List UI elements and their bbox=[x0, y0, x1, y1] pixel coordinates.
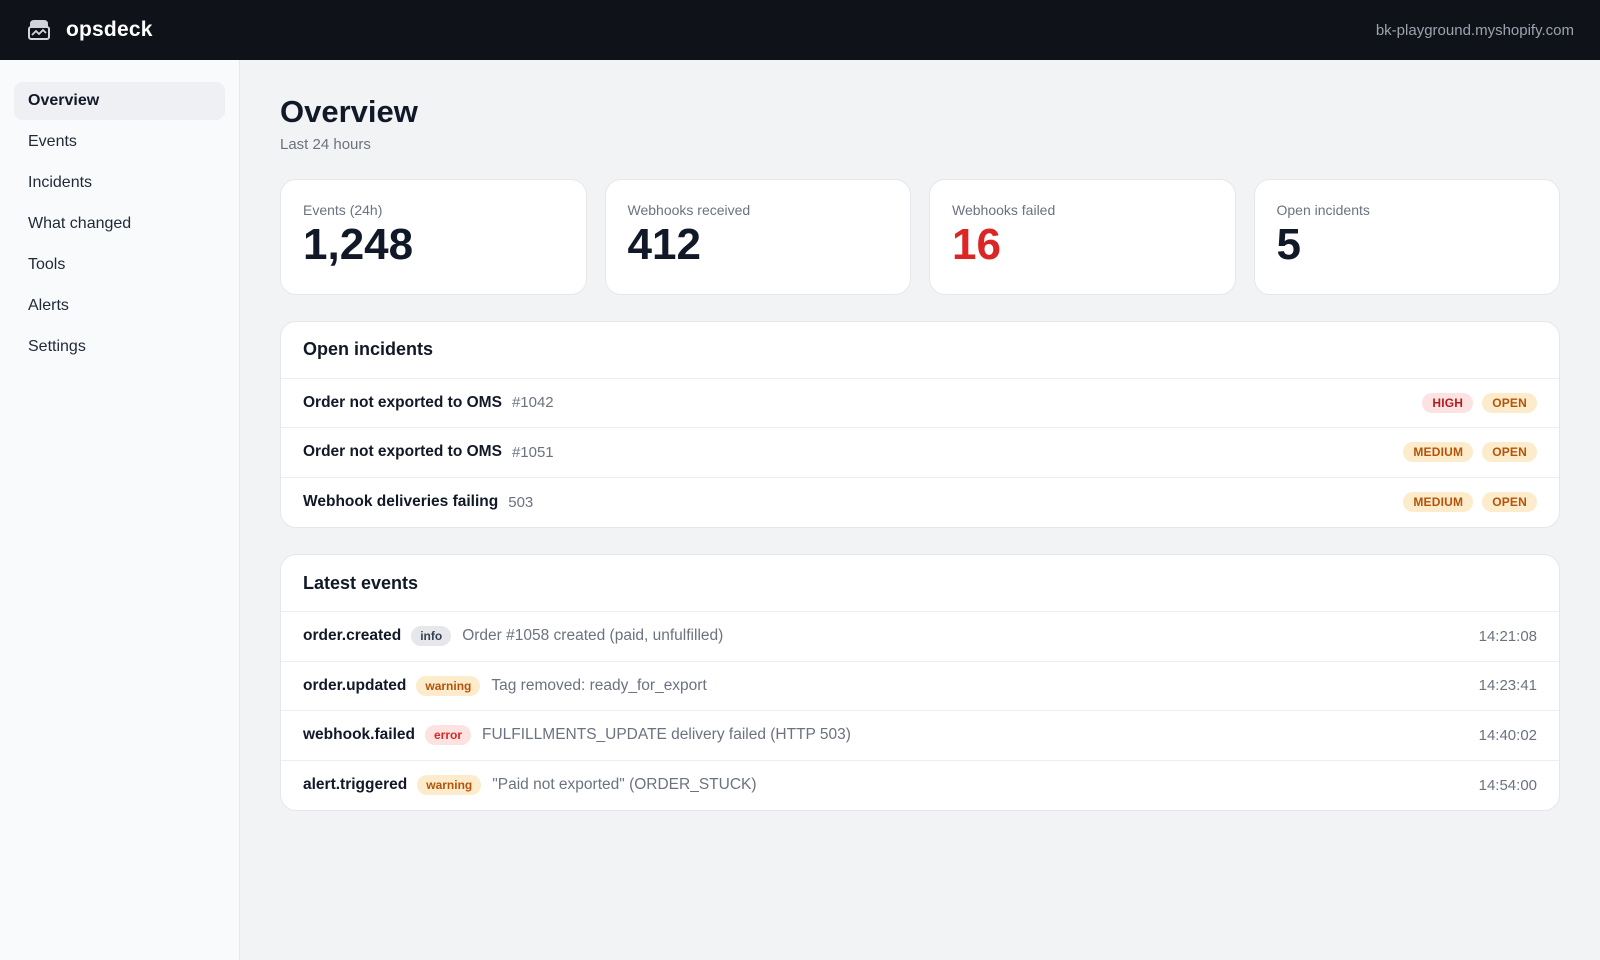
event-time: 14:21:08 bbox=[1478, 627, 1537, 645]
severity-badge: HIGH bbox=[1422, 392, 1474, 413]
event-type: order.updated bbox=[303, 676, 407, 694]
app-name: opsdeck bbox=[66, 18, 153, 41]
event-time: 14:54:00 bbox=[1478, 776, 1537, 794]
event-type: order.created bbox=[303, 627, 402, 645]
sidebar-item-alerts[interactable]: Alerts bbox=[28, 297, 69, 314]
severity-badge: MEDIUM bbox=[1403, 492, 1474, 513]
sidebar-item-incidents[interactable]: Incidents bbox=[28, 174, 93, 191]
stat-value: 412 bbox=[627, 219, 701, 269]
incident-ref: 503 bbox=[508, 493, 534, 511]
stat-value: 16 bbox=[952, 219, 1001, 269]
panel-title: Open incidents bbox=[281, 322, 1559, 379]
page-title: Overview bbox=[280, 94, 418, 129]
event-row[interactable]: alert.triggered warning "Paid not export… bbox=[281, 761, 1559, 811]
stat-value: 1,248 bbox=[303, 219, 414, 269]
open-incidents-panel: Open incidents Order not exported to OMS… bbox=[280, 320, 1560, 529]
stat-label: Webhooks failed bbox=[952, 201, 1056, 218]
sidebar: Overview Events Incidents What changed T… bbox=[0, 60, 240, 960]
event-message: FULFILLMENTS_UPDATE delivery failed (HTT… bbox=[481, 726, 851, 744]
incident-title: Webhook deliveries failing bbox=[303, 493, 499, 511]
top-bar: opsdeck bk-playground.myshopify.com bbox=[0, 0, 1600, 60]
event-message: "Paid not exported" (ORDER_STUCK) bbox=[492, 776, 757, 794]
incident-row[interactable]: Order not exported to OMS #1051 MEDIUM O… bbox=[281, 428, 1559, 478]
event-message: Tag removed: ready_for_export bbox=[491, 676, 707, 694]
stat-card-webhooks-received: Webhooks received 412 bbox=[604, 178, 911, 295]
event-row[interactable]: order.created info Order #1058 created (… bbox=[281, 612, 1559, 662]
severity-badge: MEDIUM bbox=[1403, 442, 1474, 463]
stat-card-webhooks-failed: Webhooks failed 16 bbox=[929, 178, 1236, 295]
incident-row[interactable]: Webhook deliveries failing 503 MEDIUM OP… bbox=[281, 478, 1559, 528]
chest-icon bbox=[26, 17, 52, 43]
latest-events-panel: Latest events order.created info Order #… bbox=[280, 554, 1560, 812]
status-badge: OPEN bbox=[1482, 442, 1537, 463]
main-content: Overview Last 24 hours Events (24h) 1,24… bbox=[240, 60, 1600, 960]
stat-label: Webhooks received bbox=[627, 201, 751, 218]
incident-title: Order not exported to OMS bbox=[303, 393, 502, 411]
level-badge: info bbox=[411, 626, 452, 647]
incident-title: Order not exported to OMS bbox=[303, 443, 502, 461]
event-type: alert.triggered bbox=[303, 776, 408, 794]
level-badge: error bbox=[424, 725, 471, 746]
brand[interactable]: opsdeck bbox=[26, 17, 153, 43]
level-badge: warning bbox=[416, 675, 481, 696]
stat-label: Events (24h) bbox=[303, 201, 383, 218]
event-type: webhook.failed bbox=[303, 726, 415, 744]
stat-value: 5 bbox=[1276, 219, 1301, 269]
sidebar-item-what-changed[interactable]: What changed bbox=[28, 215, 132, 232]
event-row[interactable]: order.updated warning Tag removed: ready… bbox=[281, 662, 1559, 712]
status-badge: OPEN bbox=[1482, 392, 1537, 413]
sidebar-item-settings[interactable]: Settings bbox=[28, 338, 86, 355]
stat-card-events: Events (24h) 1,248 bbox=[280, 178, 587, 295]
page-subtitle: Last 24 hours bbox=[280, 135, 371, 153]
sidebar-item-tools[interactable]: Tools bbox=[28, 256, 66, 273]
status-badge: OPEN bbox=[1482, 492, 1537, 513]
panel-title: Latest events bbox=[281, 555, 1559, 613]
stat-label: Open incidents bbox=[1276, 201, 1370, 218]
incident-row[interactable]: Order not exported to OMS #1042 HIGH OPE… bbox=[281, 379, 1559, 429]
sidebar-item-events[interactable]: Events bbox=[28, 133, 77, 150]
stat-card-open-incidents: Open incidents 5 bbox=[1253, 178, 1560, 295]
incident-ref: #1051 bbox=[511, 443, 554, 461]
incident-ref: #1042 bbox=[511, 394, 554, 412]
event-message: Order #1058 created (paid, unfulfilled) bbox=[462, 627, 724, 645]
sidebar-item-overview[interactable]: Overview bbox=[14, 82, 225, 120]
event-time: 14:23:41 bbox=[1478, 677, 1537, 695]
event-row[interactable]: webhook.failed error FULFILLMENTS_UPDATE… bbox=[281, 711, 1559, 761]
event-time: 14:40:02 bbox=[1478, 726, 1537, 744]
level-badge: warning bbox=[417, 775, 482, 796]
store-domain: bk-playground.myshopify.com bbox=[1375, 21, 1574, 39]
stats-row: Events (24h) 1,248 Webhooks received 412… bbox=[280, 178, 1560, 295]
